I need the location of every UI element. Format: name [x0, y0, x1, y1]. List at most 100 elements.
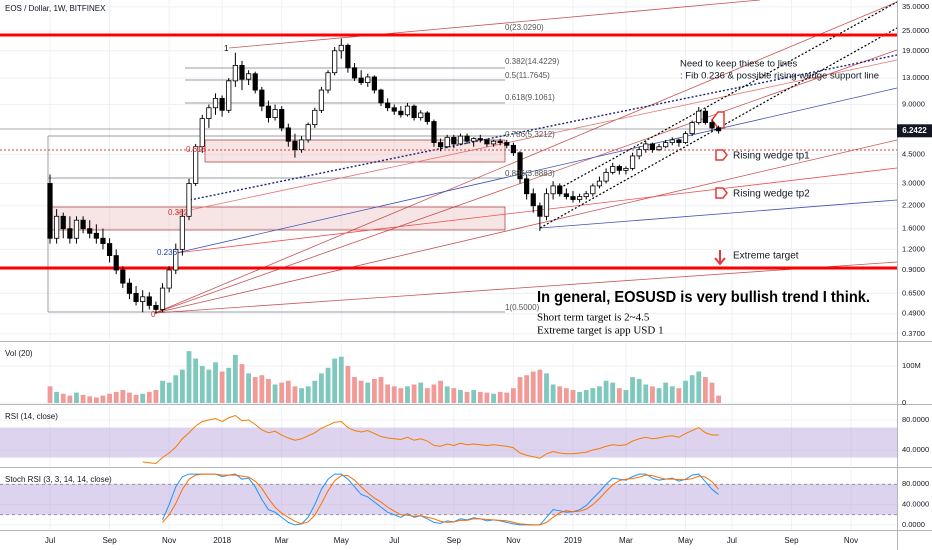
volume-bar [517, 377, 523, 403]
volume-bar [583, 390, 589, 403]
indicator-band [0, 427, 897, 458]
candle-body [583, 193, 589, 197]
y-tick-label: 0.9000 [902, 265, 925, 274]
candle-body [186, 183, 192, 217]
volume-bar [444, 386, 450, 403]
volume-bar [590, 388, 596, 403]
candle-body [643, 143, 649, 151]
candle-body [437, 142, 444, 148]
volume-bar [239, 364, 245, 403]
volume-bar [451, 388, 457, 403]
annotation: 0.382 [168, 208, 189, 217]
price-label: 6.2422 [902, 126, 927, 135]
x-tick-label: Sep [447, 536, 462, 545]
volume-bar [252, 377, 258, 403]
candle-body [524, 178, 530, 195]
hand-icon [715, 187, 728, 199]
candle-body [385, 102, 391, 109]
candle-body [404, 105, 411, 116]
volume-bar [484, 392, 490, 403]
x-tick-label: 2018 [213, 536, 231, 545]
annotation: 0.886(3.8883) [505, 169, 555, 178]
volume-bar [67, 395, 73, 403]
candle-body [179, 215, 185, 250]
volume-bar [319, 373, 324, 403]
candle-body [603, 171, 609, 182]
y-tick-label: 1.6000 [902, 224, 925, 233]
candle-body [113, 255, 119, 271]
y-tick-label: 19.0000 [902, 46, 929, 55]
x-tick-label: Mar [275, 536, 289, 545]
volume-bar [345, 365, 351, 403]
volume-bar [424, 388, 430, 403]
candle-body [365, 76, 371, 84]
volume-bar [266, 378, 271, 403]
volume-bar [60, 393, 66, 403]
candle-body [418, 112, 424, 118]
volume-bar [597, 386, 602, 403]
x-tick-label: Jul [45, 536, 55, 545]
candle-body [305, 124, 311, 141]
candle-body [87, 228, 93, 234]
volume-bar [80, 394, 86, 403]
candle-body [265, 105, 272, 118]
annotation: In general, EOSUSD is very bullish trend… [537, 289, 870, 306]
dotted-line [559, 1, 898, 189]
band-layer [0, 427, 897, 516]
y-tick-label: 0.4900 [902, 309, 925, 318]
candle-body [649, 143, 656, 151]
candle-body [106, 243, 113, 256]
zone-box [47, 206, 506, 231]
candle-body [391, 107, 397, 112]
volume-bar [504, 392, 510, 403]
candle-body [702, 110, 708, 123]
x-tick-label: Nov [162, 536, 176, 545]
volume-bar [511, 388, 516, 403]
volume-bar [709, 382, 715, 403]
down-arrow [714, 250, 726, 266]
volume-bar [544, 373, 549, 403]
volume-bar [464, 391, 470, 403]
y-tick-label: 0.6500 [902, 288, 925, 297]
volume-bar [385, 384, 391, 403]
candle-body [239, 65, 245, 80]
candle-body [537, 205, 543, 217]
volume-bar [272, 384, 278, 403]
candle-body [563, 193, 569, 197]
volume-bar [285, 380, 291, 403]
volume-bar [524, 375, 530, 403]
volume-bar [378, 377, 384, 403]
candle-body [577, 196, 583, 200]
x-tick-label: Mar [619, 536, 633, 545]
volume-bar [107, 393, 112, 403]
volume-bar [312, 380, 318, 403]
candle-body [259, 89, 265, 107]
volume-bar [87, 396, 93, 403]
candle-body [616, 166, 622, 171]
candle-body [292, 140, 298, 151]
label-layer: Jul Sep Nov 2018 Mar May Jul Sep Nov 2019 Mar May Ju… [5, 2, 932, 545]
volume-bar [100, 395, 106, 403]
volume-bar [563, 388, 569, 403]
candle-body [444, 136, 450, 148]
volume-bar [206, 369, 212, 403]
candle-body [279, 109, 285, 129]
candle-body [93, 232, 99, 239]
annotation: 0(23.0290) [505, 23, 544, 32]
candle-body [596, 180, 603, 187]
candle-body [338, 44, 344, 52]
candle-body [398, 110, 404, 116]
y-tick-label: 0.3700 [902, 329, 925, 338]
pane-title: RSI (14, close) [5, 412, 58, 421]
candle-body [285, 127, 291, 142]
trend-line [175, 87, 898, 254]
candle-body [371, 76, 377, 91]
volume-bar [160, 380, 165, 403]
volume-bar [431, 384, 437, 403]
volume-bar [93, 397, 99, 403]
volume-bar [140, 393, 146, 403]
annotation: 0 [151, 310, 156, 319]
